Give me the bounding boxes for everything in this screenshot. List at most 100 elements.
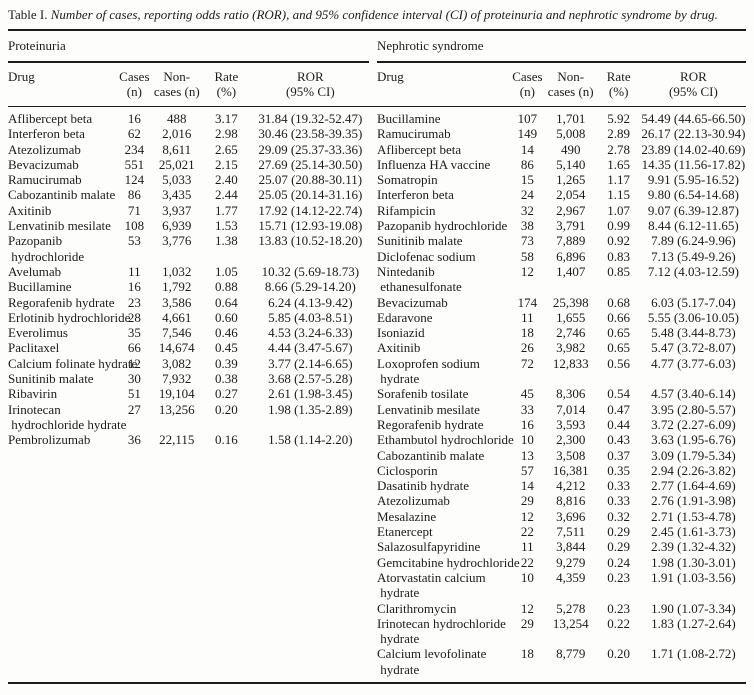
header-rule (8, 106, 746, 107)
col-header-ror: ROR (95% CI) (285, 69, 335, 99)
drug-name: Pazopanib hydrochloride (8, 233, 85, 264)
cell-value: 25.07 (20.88-30.11) (258, 172, 363, 188)
table-row: Edaravone 11 1,655 0.66 5.55 (3.06-10.05) (377, 310, 746, 325)
drug-name: Paclitaxel (8, 340, 60, 356)
table-row: Lenvatinib mesilate 33 7,014 0.47 3.95 (2.80… (377, 402, 746, 417)
cell-value: 0.27 (215, 386, 238, 402)
cell-value: 30 (127, 371, 141, 387)
drug-name: Dasatinib hydrate (377, 478, 470, 494)
cell-value: 3,937 (162, 202, 192, 218)
cell-value: 58 (520, 248, 534, 264)
col-header-ror: ROR (95% CI) (669, 69, 718, 99)
cell-value: 2.15 (215, 156, 238, 172)
drug-name: Ramucirumab (377, 126, 451, 142)
cell-value: 4.53 (3.24-6.33) (268, 325, 353, 341)
cell-value: 5,008 (556, 126, 586, 142)
drug-name: Sunitinib malate (8, 371, 94, 387)
cell-value: 27.69 (25.14-30.50) (258, 156, 363, 172)
cell-value: 124 (124, 172, 145, 188)
cell-value: 3.17 (215, 111, 238, 126)
cell-value: 1.77 (215, 202, 238, 218)
cell-value: 14,674 (158, 340, 195, 356)
cell-value: 26.17 (22.13-30.94) (641, 126, 746, 142)
cell-value: 0.99 (607, 218, 631, 234)
table-row: Mesalazine 12 3,696 0.32 2.71 (1.53-4.78) (377, 509, 746, 524)
table-row: Diclofenac sodium 58 6,896 0.83 7.13 (5.49-9… (377, 249, 746, 264)
cell-value: 174 (517, 294, 538, 310)
cell-value: 16 (520, 416, 534, 432)
cell-value: 107 (517, 111, 538, 126)
cell-value: 1,032 (162, 263, 192, 279)
cell-value: 4.77 (3.77-6.03) (651, 355, 736, 371)
drug-name: Interferon beta (8, 126, 85, 142)
cell-value: 7,932 (162, 371, 192, 387)
cell-value: 18 (520, 646, 534, 662)
cell-value: 3,844 (556, 539, 586, 555)
table-row: Ethambutol hydrochloride 10 2,300 0.43 3.63 … (377, 432, 746, 447)
cell-value: 0.43 (607, 432, 631, 448)
cell-value: 7,511 (556, 524, 586, 540)
cell-value: 1,792 (162, 279, 192, 295)
table-row: Axitinib 71 3,937 1.77 17.92 (14.12-22.74) (8, 203, 369, 218)
cell-value: 0.37 (607, 447, 631, 463)
cell-value: 13,254 (552, 615, 589, 631)
cell-value: 86 (520, 156, 534, 172)
cell-value: 51 (127, 386, 141, 402)
drug-name: Influenza HA vaccine (377, 156, 491, 172)
proteinuria-rule (8, 61, 369, 63)
cell-value: 62 (127, 126, 141, 142)
drug-name: Somatropin (377, 172, 438, 188)
cell-value: 3.09 (1.79-5.34) (651, 447, 736, 463)
cell-value: 15 (520, 172, 534, 188)
table-bodies-row: Aflibercept beta 16 488 3.17 31.84 (19.32-52… (8, 111, 746, 677)
cell-value: 2,746 (556, 325, 586, 341)
cell-value: 3.95 (2.80-5.57) (651, 401, 736, 417)
col-header-drug: Drug (8, 69, 35, 84)
cell-value: 0.22 (607, 615, 631, 631)
drug-name: Etanercept (377, 524, 433, 540)
cell-value: 5.85 (4.03-8.51) (268, 309, 353, 325)
cell-value: 2,054 (556, 187, 586, 203)
cell-value: 1.15 (607, 187, 631, 203)
drug-name: Nintedanib ethanesulfonate (377, 263, 462, 295)
cell-value: 7,014 (556, 401, 586, 417)
cell-value: 5,033 (162, 172, 192, 188)
cell-value: 0.56 (607, 355, 631, 371)
cell-value: 1,407 (556, 263, 586, 279)
cell-value: 25,398 (552, 294, 589, 310)
cell-value: 8.44 (6.12-11.65) (648, 218, 739, 234)
cell-value: 0.85 (607, 263, 631, 279)
cell-value: 1,265 (556, 172, 586, 188)
cell-value: 12 (520, 508, 534, 524)
col-header-cases: Cases (n) (512, 69, 543, 99)
drug-name: Erlotinib hydrochloride (8, 309, 131, 325)
cell-value: 3.63 (1.95-6.76) (651, 432, 736, 448)
drug-name: Bucillamine (8, 279, 72, 295)
cell-value: 13 (520, 447, 534, 463)
table-row: Dasatinib hydrate 14 4,212 0.33 2.77 (1.64-4… (377, 478, 746, 493)
drug-name: Sunitinib malate (377, 233, 463, 249)
header-row: Drug Cases (n) Non-cases (n) Rate (%) ROR(… (8, 63, 369, 106)
cell-value: 149 (517, 126, 538, 142)
cell-value: 0.32 (607, 508, 631, 524)
cell-value: 24 (520, 187, 534, 203)
cell-value: 23 (127, 294, 141, 310)
cell-value: 1.58 (1.14-2.20) (268, 432, 353, 448)
table-row: Everolimus 35 7,546 0.46 4.53 (3.24-6.33) (8, 325, 369, 340)
drug-name: Irinotecan hydrochloride hydrate (377, 615, 506, 647)
cell-value: 13.83 (10.52-18.20) (258, 233, 363, 249)
section-names-row: Proteinuria Nephrotic syndrome (8, 31, 746, 54)
drug-name: Pazopanib hydrochloride (377, 218, 508, 234)
cell-value: 12 (520, 263, 534, 279)
cell-value: 4,212 (556, 478, 586, 494)
drug-name: Bucillamine (377, 111, 441, 126)
cell-value: 29 (520, 493, 534, 509)
cell-value: 3.72 (2.27-6.09) (651, 416, 736, 432)
drug-name: Cabozantinib malate (8, 187, 116, 203)
cell-value: 1.83 (1.27-2.64) (651, 615, 736, 631)
col-header-noncases: Non-cases (n) (153, 69, 200, 99)
cell-value: 1.98 (1.35-2.89) (268, 401, 353, 417)
cell-value: 2.61 (1.98-3.45) (268, 386, 353, 402)
drug-name: Bevacizumab (377, 294, 448, 310)
